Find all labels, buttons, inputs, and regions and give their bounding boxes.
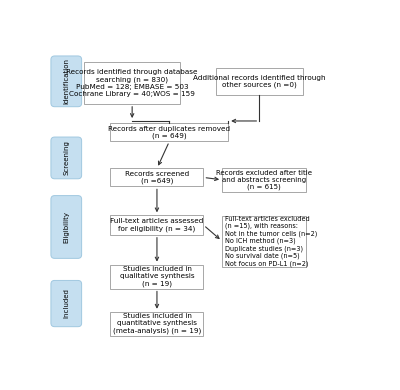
FancyBboxPatch shape <box>110 215 204 235</box>
FancyBboxPatch shape <box>51 196 82 258</box>
Text: Records after duplicates removed
(n = 649): Records after duplicates removed (n = 64… <box>108 126 230 139</box>
FancyBboxPatch shape <box>222 216 306 267</box>
Text: Included: Included <box>63 289 69 319</box>
Text: Screening: Screening <box>63 140 69 176</box>
FancyBboxPatch shape <box>110 312 204 336</box>
Text: Identification: Identification <box>63 58 69 105</box>
Text: Full-text articles assessed
for eligibility (n = 34): Full-text articles assessed for eligibil… <box>110 218 204 232</box>
FancyBboxPatch shape <box>84 62 180 104</box>
Text: Additional records identified through
other sources (n =0): Additional records identified through ot… <box>193 74 326 88</box>
Text: Records identified through database
searching (n = 830)
PubMed = 128; EMBASE = 5: Records identified through database sear… <box>66 69 198 97</box>
Text: Eligibility: Eligibility <box>63 211 69 243</box>
FancyBboxPatch shape <box>110 123 228 142</box>
Text: Studies included in
qualitative synthesis
(n = 19): Studies included in qualitative synthesi… <box>120 266 194 287</box>
Text: Records screened
(n =649): Records screened (n =649) <box>125 171 189 184</box>
Text: Full-text articles excluded
(n =15), with reasons:
Not in the tumor cells (n=2)
: Full-text articles excluded (n =15), wit… <box>224 216 317 267</box>
FancyBboxPatch shape <box>222 168 306 192</box>
Text: Records excluded after title
and abstracts screening
(n = 615): Records excluded after title and abstrac… <box>216 170 312 190</box>
Text: Studies included in
quantitative synthesis
(meta-analysis) (n = 19): Studies included in quantitative synthes… <box>113 314 201 334</box>
FancyBboxPatch shape <box>51 56 82 107</box>
FancyBboxPatch shape <box>110 168 204 186</box>
FancyBboxPatch shape <box>51 280 82 327</box>
FancyBboxPatch shape <box>110 264 204 289</box>
FancyBboxPatch shape <box>51 137 82 179</box>
FancyBboxPatch shape <box>216 68 303 95</box>
